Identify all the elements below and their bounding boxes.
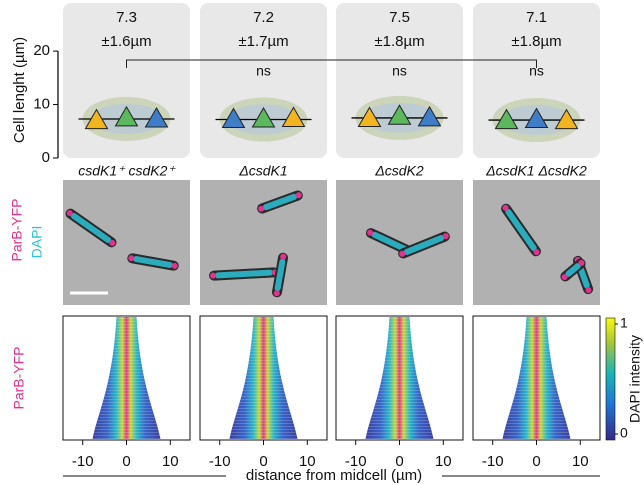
cell-dapi — [133, 256, 173, 268]
x-tick-label: 0 — [122, 453, 130, 470]
significance-label: ns — [529, 63, 544, 79]
cell-parb — [295, 192, 302, 199]
micrograph-texture — [473, 180, 600, 305]
y-tick-label: 20 — [33, 42, 50, 59]
cell — [209, 267, 279, 281]
category-label: ΔcsdK1 — [238, 163, 287, 179]
sd-label: ±1.8µm — [511, 33, 561, 50]
cell-parb — [171, 262, 178, 269]
category-label: ΔcsdK1 ΔcsdK2 — [485, 163, 587, 179]
x-tick-label: -10 — [345, 453, 367, 470]
x-tick-label: 10 — [299, 453, 316, 470]
x-tick-label: -10 — [209, 453, 231, 470]
cell-parb — [258, 205, 265, 212]
cell-parb — [533, 249, 540, 256]
replicate-triangle — [524, 107, 549, 129]
cell-parb — [66, 210, 73, 217]
image-label: ParB-YFP — [9, 198, 25, 261]
x-tick-label: 10 — [162, 453, 179, 470]
cell — [501, 203, 541, 257]
cell-dapi — [371, 231, 409, 253]
x-tick-label: -10 — [482, 453, 504, 470]
replicate-triangle — [494, 108, 519, 130]
x-tick-label: 10 — [572, 453, 589, 470]
x-tick-label: 0 — [259, 453, 267, 470]
significance-label: ns — [392, 63, 407, 79]
cell-parb — [109, 239, 116, 246]
colorbar-label: DAPI intensity — [627, 335, 643, 423]
replicate-triangle — [114, 105, 139, 127]
significance-bracket — [126, 59, 537, 68]
micrograph-texture — [63, 180, 190, 305]
cell — [398, 231, 450, 259]
sd-label: ±1.7µm — [238, 33, 288, 50]
cell — [257, 190, 303, 214]
cell — [127, 253, 179, 271]
replicate-triangle — [84, 108, 109, 130]
micrograph — [473, 180, 600, 305]
cell — [271, 252, 289, 298]
demograph-stripes — [92, 317, 161, 439]
demograph-stripes — [365, 317, 434, 439]
y-tick-label: 0 — [42, 149, 50, 166]
mean-label: 7.5 — [389, 9, 410, 26]
colorbar-tick-label: 1 — [620, 315, 628, 331]
micrograph — [200, 180, 327, 305]
replicate-triangle — [417, 105, 442, 127]
cell-parb — [585, 287, 592, 294]
colorbar — [605, 317, 616, 441]
y-tick-label: 10 — [33, 96, 50, 113]
replicate-triangle — [144, 106, 169, 128]
replicate-triangle — [387, 104, 412, 125]
cell-parb — [128, 255, 135, 262]
x-tick-label: 0 — [532, 453, 540, 470]
sd-label: ±1.6µm — [101, 33, 151, 50]
category-label: csdK1⁺ csdK2⁺ — [78, 163, 176, 179]
x-axis-label: distance from midcell (µm) — [246, 467, 422, 484]
x-tick-label: -10 — [72, 453, 94, 470]
replicate-triangle — [221, 107, 246, 129]
cell-parb — [210, 272, 217, 279]
cell-parb — [367, 229, 374, 236]
cell-dapi — [403, 235, 445, 255]
significance-label: ns — [256, 63, 271, 79]
cell-dapi — [262, 193, 298, 211]
x-tick-label: 0 — [395, 453, 403, 470]
y-axis-label: Cell lenght (µm) — [11, 37, 28, 143]
demograph-stripes — [502, 317, 571, 439]
micrograph-texture — [200, 180, 327, 305]
cell-parb — [578, 259, 585, 266]
replicate-triangle — [554, 108, 579, 130]
cell-parb — [502, 204, 509, 211]
cell-dapi — [215, 269, 273, 279]
cell-parb — [273, 290, 280, 297]
replicate-triangle — [251, 106, 276, 128]
mean-label: 7.2 — [253, 9, 274, 26]
cell-dapi — [274, 258, 286, 292]
cell-parb — [561, 274, 568, 281]
y-axis-label: ParB-YFP — [11, 346, 27, 409]
cell — [65, 208, 117, 248]
image-label: DAPI — [29, 226, 45, 259]
cell — [560, 258, 586, 282]
micrograph — [63, 180, 190, 305]
sd-label: ±1.8µm — [374, 33, 424, 50]
cell-dapi — [70, 212, 112, 244]
colorbar-tick-label: 0 — [620, 425, 628, 441]
cell-parb — [280, 253, 287, 260]
cell-parb — [399, 250, 406, 257]
cell-dapi — [565, 263, 581, 277]
category-label: ΔcsdK2 — [374, 163, 424, 179]
demograph-stripes — [229, 317, 298, 439]
replicate-triangle — [281, 106, 306, 127]
cell-parb — [442, 233, 449, 240]
cell-dapi — [505, 208, 537, 252]
mean-label: 7.1 — [526, 9, 547, 26]
mean-label: 7.3 — [116, 9, 137, 26]
x-tick-label: 10 — [435, 453, 452, 470]
replicate-triangle — [357, 106, 382, 127]
